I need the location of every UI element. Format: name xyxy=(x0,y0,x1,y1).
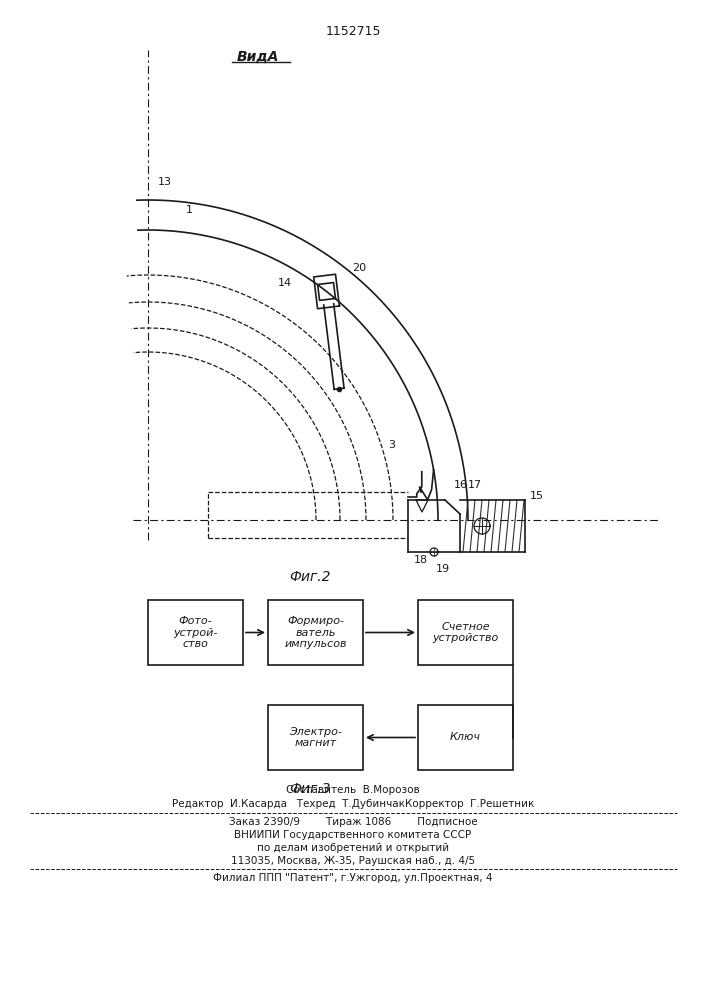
Text: 19: 19 xyxy=(436,564,450,574)
Text: Фиг.3: Фиг.3 xyxy=(289,782,331,796)
Text: 18: 18 xyxy=(414,555,428,565)
FancyBboxPatch shape xyxy=(268,600,363,665)
Text: 15: 15 xyxy=(530,491,544,501)
Text: Счетное
устройство: Счетное устройство xyxy=(433,622,498,643)
Text: Ключ: Ключ xyxy=(450,732,481,742)
Text: по делам изобретений и открытий: по делам изобретений и открытий xyxy=(257,843,449,853)
Text: Филиал ППП "Патент", г.Ужгород, ул.Проектная, 4: Филиал ППП "Патент", г.Ужгород, ул.Проек… xyxy=(214,873,493,883)
Text: 14: 14 xyxy=(277,278,291,288)
Text: Формиро-
ватель
импульсов: Формиро- ватель импульсов xyxy=(284,616,346,649)
FancyBboxPatch shape xyxy=(418,600,513,665)
Text: 3: 3 xyxy=(388,440,395,450)
Text: 20: 20 xyxy=(352,263,366,273)
Text: ВидA: ВидA xyxy=(237,50,279,64)
Text: Составитель  В.Морозов: Составитель В.Морозов xyxy=(286,785,420,795)
Text: Электро-
магнит: Электро- магнит xyxy=(289,727,342,748)
Text: Фото-
устрой-
ство: Фото- устрой- ство xyxy=(173,616,218,649)
Text: Заказ 2390/9        Тираж 1086        Подписное: Заказ 2390/9 Тираж 1086 Подписное xyxy=(228,817,477,827)
Text: 1152715: 1152715 xyxy=(325,25,381,38)
Text: Фиг.2: Фиг.2 xyxy=(289,570,331,584)
FancyBboxPatch shape xyxy=(418,705,513,770)
Text: 16: 16 xyxy=(454,480,468,490)
Text: 113035, Москва, Ж-35, Раушская наб., д. 4/5: 113035, Москва, Ж-35, Раушская наб., д. … xyxy=(231,856,475,866)
Text: ВНИИПИ Государственного комитета СССР: ВНИИПИ Государственного комитета СССР xyxy=(235,830,472,840)
FancyBboxPatch shape xyxy=(268,705,363,770)
FancyBboxPatch shape xyxy=(148,600,243,665)
Text: 1: 1 xyxy=(186,205,193,215)
Text: 13: 13 xyxy=(158,177,172,187)
Text: 17: 17 xyxy=(468,480,482,490)
Text: Редактор  И.Касарда   Техред  Т.ДубинчакКорректор  Г.Решетник: Редактор И.Касарда Техред Т.ДубинчакКорр… xyxy=(172,799,534,809)
